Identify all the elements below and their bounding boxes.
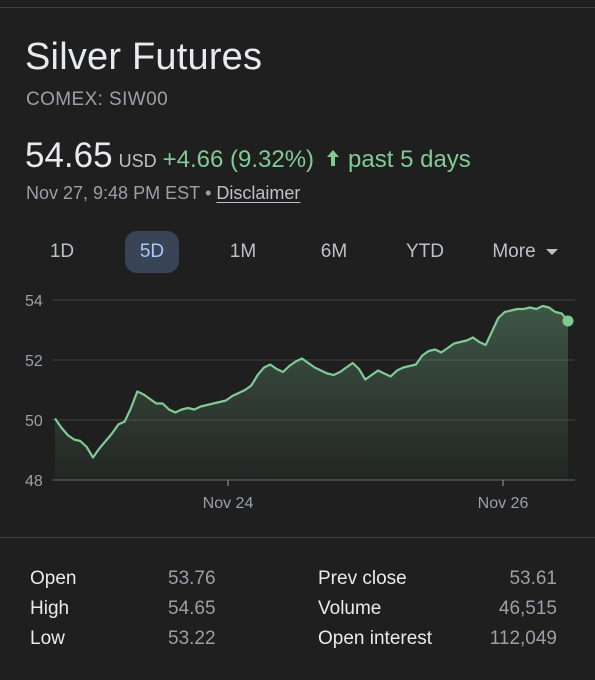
open-value: 53.76 [168, 568, 216, 589]
range-tab-6m[interactable]: 6M [320, 241, 348, 262]
high-value: 54.65 [168, 598, 216, 619]
y-axis-labels: 48 50 52 54 [25, 293, 43, 490]
change-period: past 5 days [348, 146, 471, 173]
price-change: +4.66 (9.32%) [162, 146, 315, 173]
low-label: Low [30, 628, 65, 649]
y-tick-label: 50 [25, 413, 43, 430]
current-price: 54.65 [25, 136, 113, 175]
open-interest-value: 112,049 [489, 628, 557, 649]
price-row: 54.65 USD +4.66 (9.32%) past 5 days [25, 136, 471, 180]
prev-close-label: Prev close [318, 568, 407, 589]
open-label: Open [30, 568, 77, 589]
exchange-ticker: COMEX: SIW00 [26, 89, 169, 110]
disclaimer-link[interactable]: Disclaimer [216, 183, 301, 203]
y-tick-label: 52 [25, 353, 43, 370]
meta-separator: • [205, 183, 212, 203]
quote-timestamp: Nov 27, 9:48 PM EST [26, 183, 201, 203]
top-divider [0, 7, 595, 8]
last-price-dot [562, 315, 574, 327]
volume-label: Volume [318, 598, 382, 619]
high-label: High [30, 598, 70, 619]
price-area-fill [55, 306, 568, 480]
price-line [54, 304, 569, 459]
time-range-selector: 1D 5D 1M 6M YTD More [0, 231, 595, 275]
currency-label: USD [118, 151, 157, 171]
more-label: More [492, 241, 536, 262]
range-tab-1m[interactable]: 1M [229, 241, 257, 262]
arrow-up-icon [327, 150, 340, 166]
page-title: Silver Futures [25, 36, 263, 78]
range-tab-ytd[interactable]: YTD [406, 241, 444, 262]
y-tick-label: 48 [25, 473, 43, 490]
open-interest-label: Open interest [318, 628, 433, 649]
x-tick-label: Nov 24 [203, 495, 254, 512]
quote-meta: Nov 27, 9:48 PM EST • Disclaimer [26, 183, 300, 204]
volume-value: 46,515 [498, 598, 557, 619]
low-value: 53.22 [168, 628, 216, 649]
price-chart[interactable]: 48 50 52 54 Nov 24 Nov 26 [0, 285, 595, 525]
y-tick-label: 54 [25, 293, 43, 310]
range-tab-1d[interactable]: 1D [49, 241, 75, 262]
more-ranges-button[interactable]: More [480, 231, 570, 273]
range-tab-5d[interactable]: 5D [125, 231, 179, 273]
stats-divider [0, 537, 595, 538]
x-axis-labels: Nov 24 Nov 26 [203, 480, 529, 512]
caret-down-icon [545, 249, 558, 255]
x-tick-label: Nov 26 [478, 495, 529, 512]
prev-close-value: 53.61 [509, 568, 557, 589]
